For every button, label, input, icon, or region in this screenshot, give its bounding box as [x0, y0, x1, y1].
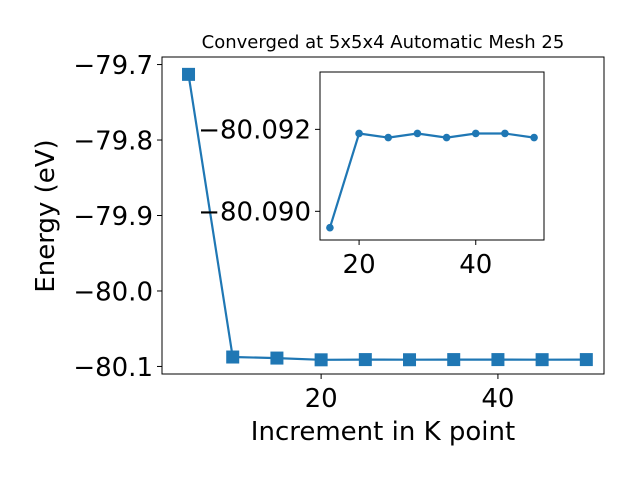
inset-x-tick-label: 20 — [343, 250, 376, 280]
main-y-tick-label: −80.0 — [73, 277, 153, 307]
inset-data-point — [355, 129, 363, 138]
main-y-axis-label: Energy (eV) — [31, 139, 61, 292]
main-series-line — [187, 74, 587, 361]
inset-y-tick-label: −80.090 — [198, 198, 311, 228]
main-ticks: 20 40 −79.7 −79.8 −79.9 −80.0 −80.1 — [73, 51, 514, 414]
main-x-tick-label: 20 — [305, 384, 338, 414]
main-data-point — [491, 353, 505, 367]
inset-data-point — [326, 223, 334, 232]
main-data-point — [182, 67, 196, 81]
main-y-tick-label: −79.8 — [73, 126, 153, 156]
inset-data-point — [442, 133, 451, 142]
inset-series — [326, 129, 538, 232]
main-data-point — [403, 353, 417, 367]
main-data-point — [358, 353, 372, 367]
inset-data-point — [501, 129, 509, 138]
main-x-axis-label: Increment in K point — [251, 417, 515, 447]
main-data-point — [270, 351, 284, 365]
main-data-point — [447, 353, 461, 367]
inset-ticks: 20 40 −80.092 −80.090 — [198, 116, 492, 280]
main-data-point — [579, 353, 593, 367]
inset-series-line — [328, 132, 535, 229]
inset-x-tick-label: 40 — [459, 250, 492, 280]
inset-y-tick-label: −80.092 — [198, 116, 311, 146]
main-title: Converged at 5x5x4 Automatic Mesh 25 — [202, 32, 565, 53]
inset-data-point — [384, 133, 393, 142]
main-series — [182, 67, 593, 367]
inset-data-point — [413, 129, 422, 138]
main-data-point — [226, 350, 240, 364]
main-data-point — [535, 353, 549, 367]
main-data-point — [314, 353, 328, 367]
main-y-tick-label: −79.9 — [73, 202, 153, 232]
main-y-tick-label: −79.7 — [73, 51, 153, 81]
main-y-tick-label: −80.1 — [73, 353, 153, 383]
inset-data-point — [471, 129, 480, 138]
inset-data-point — [530, 133, 538, 142]
inset-plot-area — [319, 71, 545, 241]
main-x-tick-label: 40 — [481, 384, 514, 414]
